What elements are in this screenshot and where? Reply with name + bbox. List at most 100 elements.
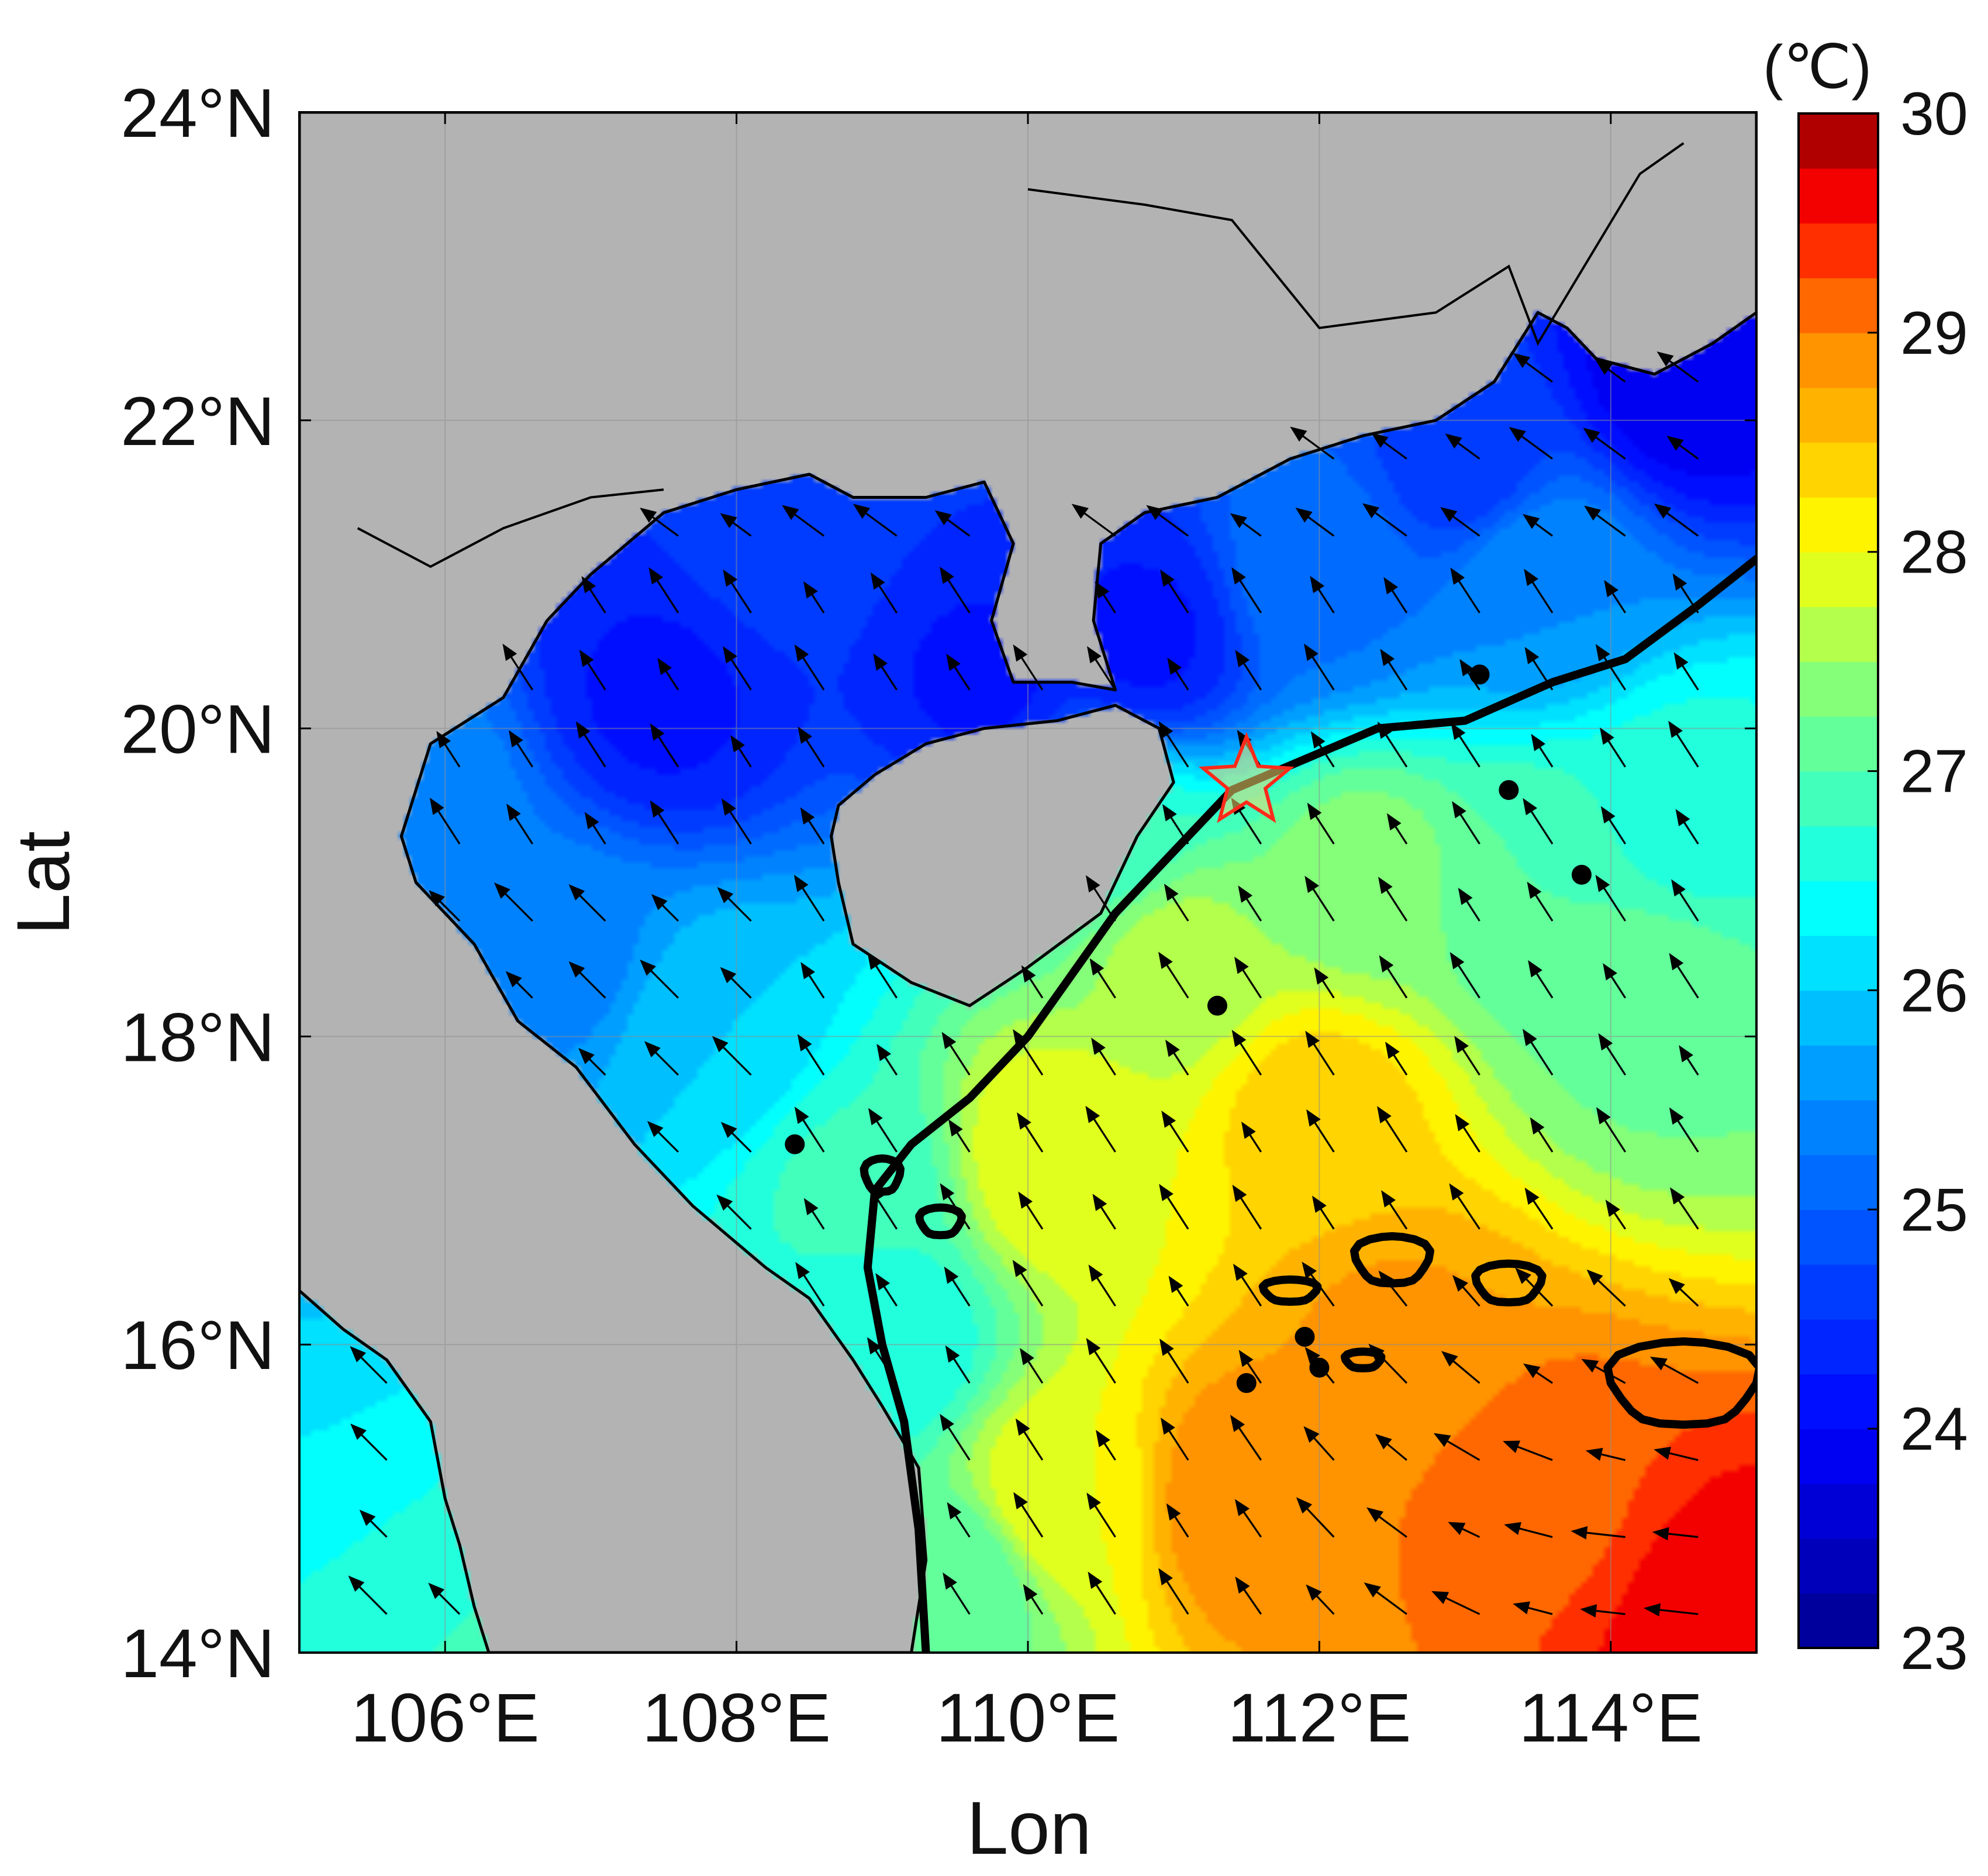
current-vector-head (1595, 874, 1610, 892)
current-vector-head (716, 1194, 733, 1211)
current-vector-head (794, 644, 809, 662)
current-vector-head (1668, 1278, 1685, 1294)
current-vector-head (1295, 508, 1313, 523)
current-vector-head (429, 890, 446, 906)
current-vector-head (651, 894, 668, 911)
current-vector-head (1158, 1568, 1173, 1585)
colorbar-frame (1797, 112, 1879, 1649)
current-vector-head (940, 1183, 955, 1201)
colorbar-step (1799, 168, 1878, 224)
current-vector-head (1091, 1037, 1106, 1055)
y-axis-ticks: 14°N 16°N 18°N 20°N 22°N 24°N (120, 75, 1756, 1692)
current-vector-head (1595, 644, 1610, 661)
colorbar-step (1799, 771, 1878, 827)
colorbar-tick-label: 23 (1900, 1615, 1968, 1682)
contour-dot (1207, 995, 1227, 1016)
current-vector-head (1385, 1042, 1400, 1059)
x-axis-ticks: 106°E 108°E 110°E 112°E 114°E (351, 112, 1703, 1757)
y-tick-label: 18°N (120, 999, 275, 1076)
current-vector-head (1381, 1190, 1396, 1208)
current-vector-head (1448, 1522, 1466, 1535)
current-vector-head (867, 1337, 882, 1355)
current-vector-head (1306, 1109, 1321, 1127)
x-tick-label: 114°E (1519, 1680, 1703, 1757)
y-tick-label: 24°N (120, 75, 275, 152)
current-vector-head (1503, 1440, 1521, 1453)
current-vector-head (428, 1582, 445, 1599)
current-vector-head (947, 1502, 962, 1520)
current-vector-head (1605, 1199, 1620, 1217)
current-vector-head (1504, 1522, 1521, 1535)
current-vector-head (1377, 1106, 1392, 1123)
current-vector-head (873, 653, 888, 671)
current-vector-head (1015, 1418, 1030, 1436)
colorbar-step (1799, 223, 1878, 278)
current-vector-head (1088, 1264, 1103, 1282)
current-vector-head (1649, 1356, 1668, 1371)
current-vector-head (506, 803, 521, 821)
current-vector-head (1595, 360, 1613, 375)
current-vector-head (509, 730, 523, 748)
current-vector-head (1161, 1418, 1175, 1435)
current-vector-head (1231, 1030, 1247, 1047)
colorbar-step (1799, 881, 1878, 936)
current-vector-head (1305, 1030, 1320, 1049)
current-vector-head (723, 569, 738, 587)
current-vector-head (1303, 1426, 1320, 1443)
current-vector-head (1086, 1492, 1101, 1510)
current-vector-head (1017, 1112, 1031, 1130)
contour-line (1350, 1232, 1434, 1288)
bold-contour-lines (785, 554, 1756, 1653)
current-vector-head (1458, 888, 1473, 905)
current-vector-head (803, 581, 818, 599)
colorbar-tick-label: 26 (1900, 957, 1968, 1025)
current-vector-head (1161, 1111, 1176, 1128)
current-vector-head (1234, 956, 1249, 974)
current-vector-head (1162, 803, 1177, 822)
current-vector-head (1012, 1260, 1027, 1277)
current-vector-head (1654, 504, 1672, 519)
current-vector-head (568, 884, 585, 901)
current-vector-head (870, 572, 885, 590)
current-vector-head (1571, 1526, 1588, 1540)
contour-line (863, 554, 1756, 1653)
colorbar-unit: (℃) (1763, 33, 1872, 101)
y-axis-label: Lat (2, 831, 85, 935)
current-vector-head (1459, 658, 1475, 677)
contour-dot (1469, 664, 1490, 685)
current-vector-head (1290, 426, 1307, 442)
current-vector-head (945, 1345, 960, 1363)
contour-dot (785, 1134, 805, 1154)
current-vector-head (720, 967, 737, 984)
current-vector-head (1679, 1045, 1693, 1063)
contour-dot (1295, 1327, 1315, 1347)
current-vector-head (1523, 798, 1537, 816)
current-vector-head (1364, 1582, 1381, 1598)
current-vector-head (348, 1575, 365, 1592)
current-vector-head (1086, 1337, 1101, 1356)
current-vector-head (1452, 1275, 1468, 1292)
current-vector-head (943, 1572, 957, 1590)
land-border-line (357, 142, 1685, 568)
current-vector-head (1604, 580, 1618, 598)
current-vector-head (1440, 507, 1458, 522)
current-vector-head (797, 1034, 812, 1051)
current-vector-head (640, 508, 657, 523)
current-vector-head (578, 1048, 595, 1064)
current-vector-head (1523, 1029, 1537, 1046)
current-vector-head (1585, 1447, 1603, 1461)
current-vector-head (1598, 1033, 1613, 1051)
current-vector-head (723, 646, 737, 664)
current-vector-head (1445, 433, 1462, 449)
current-vector-head (948, 1119, 963, 1137)
current-vector-head (575, 721, 591, 739)
colorbar: 23 24 25 26 27 28 29 30 (℃) (1763, 33, 1968, 1682)
current-vector-head (1235, 1576, 1250, 1594)
current-vector-head (359, 1509, 376, 1526)
current-vector-head (1238, 885, 1253, 903)
colorbar-step (1799, 935, 1878, 991)
current-vector-head (1089, 958, 1105, 976)
current-vector-head (1095, 581, 1110, 599)
contour-line (1341, 1347, 1386, 1372)
